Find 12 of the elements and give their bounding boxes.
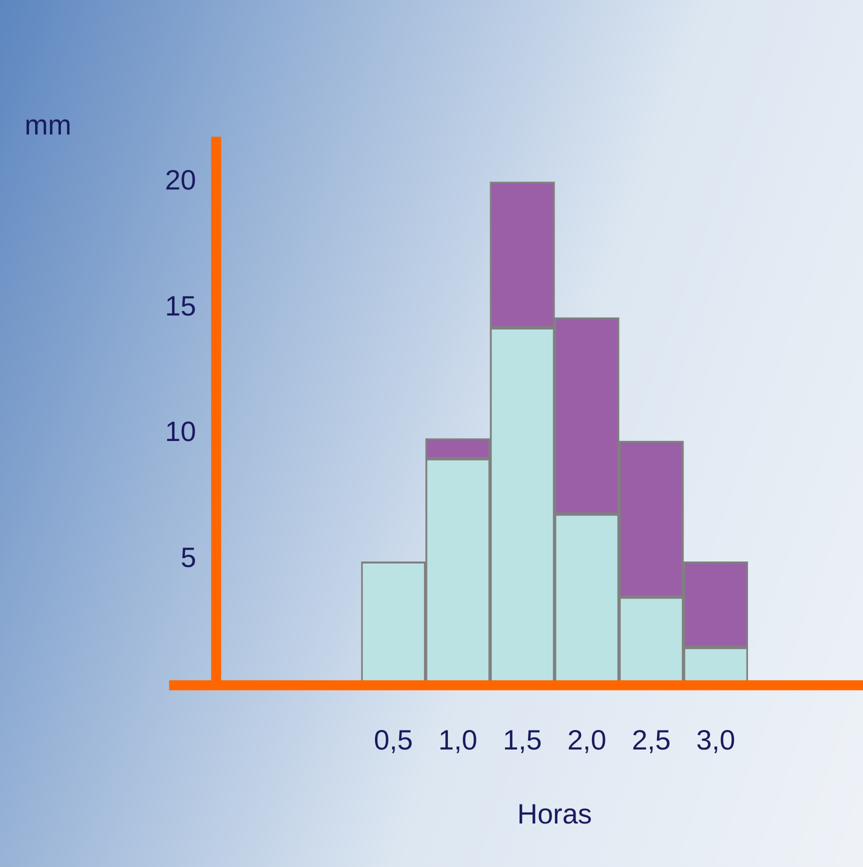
y-tick-label: 15 bbox=[164, 290, 196, 322]
x-tick-label: 0,5 bbox=[374, 724, 413, 756]
x-tick-label: 1,5 bbox=[502, 724, 542, 756]
x-tick-label: 2,0 bbox=[567, 724, 606, 756]
x-tick-label: 1,0 bbox=[438, 724, 478, 756]
x-tick-label: 3,0 bbox=[696, 724, 736, 756]
y-tick-label: 10 bbox=[164, 416, 196, 448]
y-axis-title: mm bbox=[24, 110, 72, 141]
y-tick-label: 5 bbox=[180, 542, 196, 574]
x-axis-title: Horas bbox=[517, 798, 592, 830]
x-tick-label: 2,5 bbox=[632, 724, 671, 756]
y-tick-label: 20 bbox=[164, 164, 196, 196]
